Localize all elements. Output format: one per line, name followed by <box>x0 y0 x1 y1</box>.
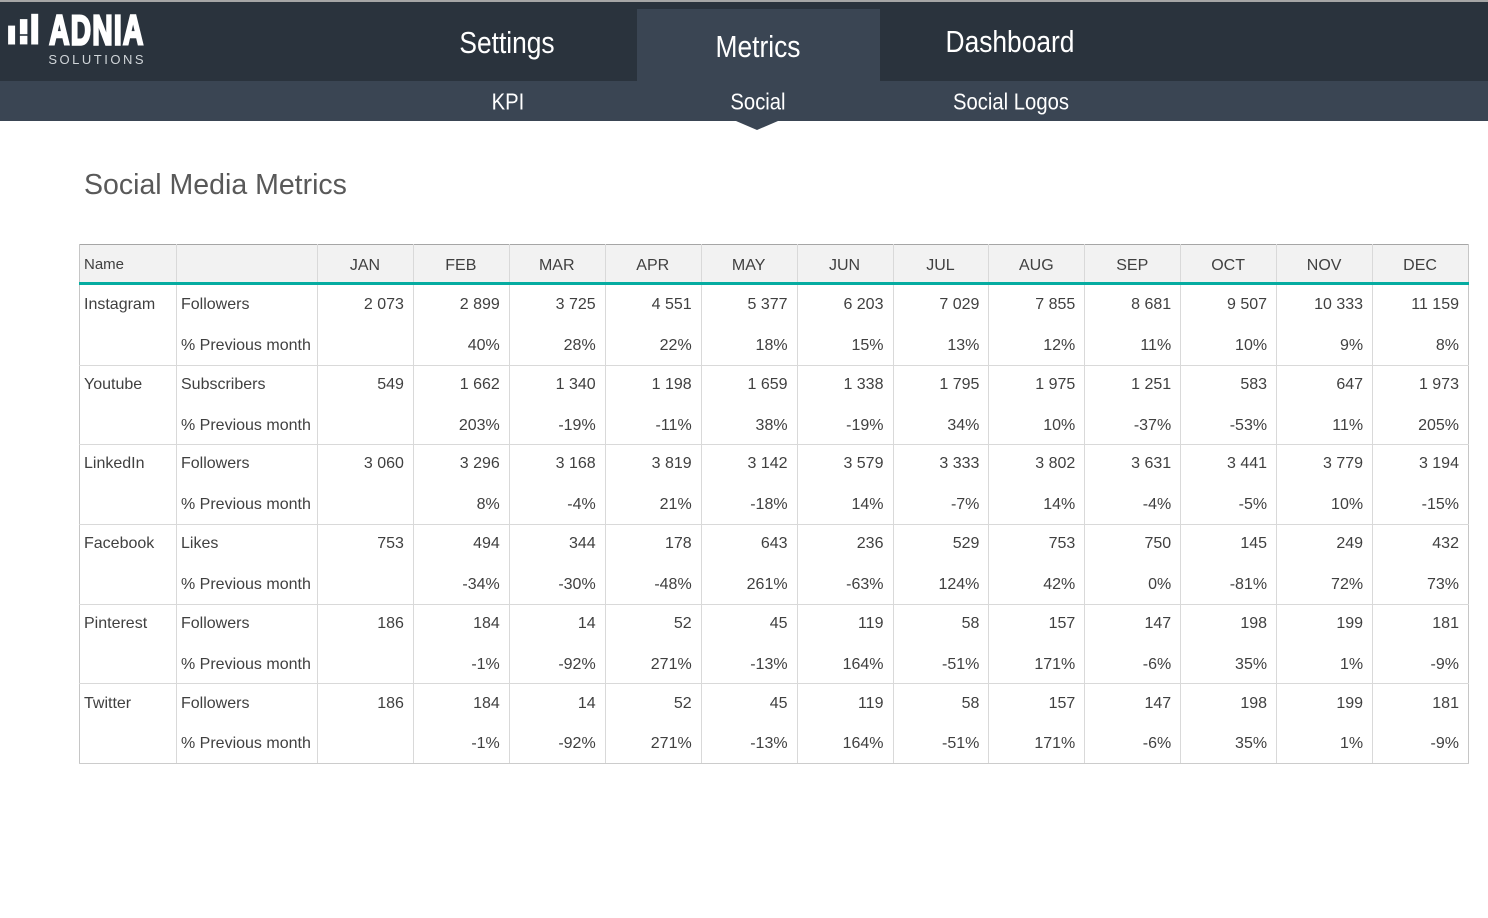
svg-text:SOLUTIONS: SOLUTIONS <box>48 52 146 67</box>
svg-text:ADNIA: ADNIA <box>49 13 144 54</box>
